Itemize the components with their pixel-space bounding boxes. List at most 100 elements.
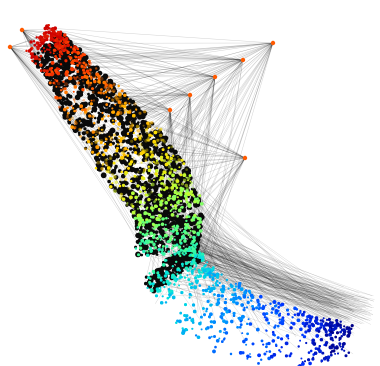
node [147, 213, 151, 216]
node [250, 299, 253, 302]
core-point [81, 56, 87, 63]
core-point [92, 69, 97, 74]
core-point [158, 168, 164, 174]
node [154, 161, 158, 165]
node [275, 343, 278, 346]
node [198, 251, 202, 255]
node [157, 198, 160, 201]
node [176, 268, 179, 272]
node [315, 334, 320, 338]
node [50, 61, 55, 65]
edge [181, 42, 274, 182]
node [100, 88, 103, 91]
edge [197, 251, 216, 323]
node [317, 330, 321, 333]
node [202, 268, 207, 273]
node [58, 50, 63, 54]
node [231, 293, 234, 297]
node [115, 149, 119, 153]
node [172, 180, 175, 183]
node [170, 254, 173, 257]
node [80, 64, 84, 68]
node [68, 118, 72, 122]
core-point [106, 87, 110, 92]
core-point [93, 116, 97, 120]
node [219, 315, 223, 319]
node [162, 252, 166, 256]
core-point [140, 253, 144, 257]
node [336, 331, 339, 335]
node [162, 236, 165, 239]
core-point [160, 150, 164, 154]
node [180, 158, 184, 162]
node [239, 297, 242, 299]
edge [174, 158, 332, 318]
node [334, 353, 336, 355]
node [105, 84, 108, 88]
node [159, 200, 163, 204]
node [133, 162, 136, 165]
node [301, 313, 305, 317]
node [164, 235, 168, 238]
node [144, 193, 148, 197]
node [170, 291, 174, 295]
node [304, 319, 307, 322]
node [193, 213, 197, 218]
node [218, 337, 221, 340]
node [118, 178, 122, 182]
node [224, 331, 229, 335]
edge [181, 180, 228, 295]
node [160, 182, 164, 185]
node [211, 277, 215, 280]
node [171, 225, 174, 228]
node [73, 101, 76, 103]
node [147, 136, 150, 139]
node [278, 321, 282, 325]
edge [180, 272, 338, 305]
edge [131, 212, 349, 319]
node [82, 80, 85, 83]
node [142, 168, 147, 172]
node [150, 215, 153, 218]
node [102, 92, 105, 95]
node [105, 159, 108, 161]
node [146, 253, 150, 257]
node [162, 158, 166, 163]
edge [70, 47, 216, 78]
node [218, 281, 221, 285]
core-point [139, 114, 144, 119]
node [185, 215, 189, 219]
core-point [65, 64, 71, 71]
core-point [155, 162, 159, 166]
core-point [140, 119, 146, 126]
node [32, 40, 36, 43]
node [155, 159, 159, 162]
edge [101, 59, 244, 82]
node [78, 81, 80, 84]
core-point [167, 219, 171, 222]
node [73, 127, 76, 130]
node [229, 283, 232, 286]
core-point [135, 232, 141, 239]
node [187, 176, 191, 180]
node [156, 161, 159, 165]
node [142, 171, 145, 174]
node [223, 300, 227, 305]
edge [186, 250, 327, 320]
node [62, 50, 65, 53]
node [144, 128, 149, 132]
node [85, 131, 89, 134]
edge [180, 252, 371, 321]
node [167, 147, 170, 149]
node [155, 156, 158, 159]
node [119, 195, 123, 200]
edge [192, 240, 336, 313]
edge [185, 234, 372, 325]
node [70, 125, 74, 129]
node [52, 52, 55, 55]
node [74, 77, 78, 81]
node [208, 290, 212, 294]
node [135, 146, 138, 149]
core-point [112, 88, 118, 94]
